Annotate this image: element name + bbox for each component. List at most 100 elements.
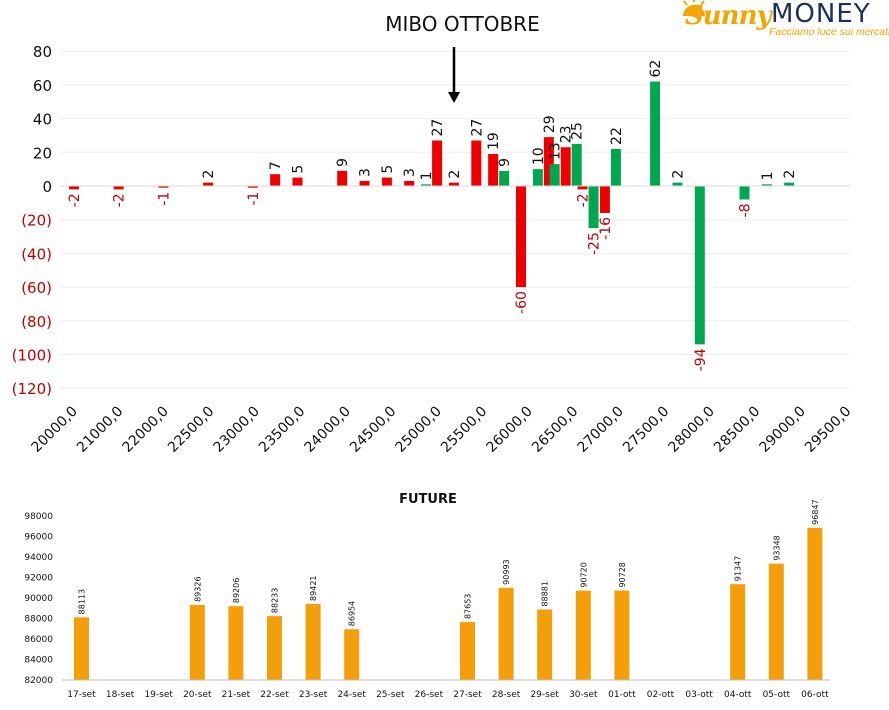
bar: [448, 182, 459, 186]
data-label: 23: [559, 125, 575, 143]
data-label: 13: [548, 142, 564, 160]
y-tick-label: 86000: [24, 635, 53, 645]
data-label: 90993: [502, 559, 511, 584]
x-tick-label: 23500,0: [256, 404, 308, 456]
data-label: 2: [670, 170, 686, 179]
y-tick-label: 80: [33, 43, 52, 61]
data-label: 88881: [541, 581, 550, 606]
x-tick-label: 24-set: [337, 690, 366, 700]
data-label: 27: [430, 119, 446, 137]
y-axis: 80 60 40 20 0 (20) (40) (60) (80) (100) (120): [12, 43, 52, 398]
bar: [189, 604, 205, 680]
y-tick-label: 40: [33, 111, 52, 129]
bar: [730, 584, 746, 680]
y-tick-label: (20): [21, 212, 52, 230]
x-tick-label: 02-ott: [647, 690, 675, 700]
bars: [69, 81, 795, 345]
bar: [694, 186, 705, 345]
data-label: 10: [531, 147, 547, 165]
bar: [516, 186, 526, 288]
bar: [69, 186, 79, 190]
data-label: 86954: [348, 601, 357, 626]
bar: [344, 629, 360, 680]
data-label: 89421: [309, 575, 318, 600]
data-labels: -2 -2 -12-17 593 5 3 127227199-601029132325-2-…: [67, 60, 798, 372]
x-tick-label: 28000,0: [666, 404, 718, 456]
x-tick-label: 27500,0: [620, 404, 672, 456]
data-label: 9: [497, 158, 513, 167]
data-label: 3: [358, 168, 374, 177]
y-tick-label: 0: [42, 178, 52, 196]
bar: [158, 186, 169, 188]
x-tick-label: 20000,0: [29, 404, 81, 456]
bar: [292, 177, 303, 186]
data-label: 96847: [811, 499, 820, 524]
data-label: 22: [609, 127, 625, 145]
bar: [267, 616, 282, 680]
bar: [807, 527, 823, 680]
bar: [610, 148, 621, 186]
bar: [672, 182, 683, 186]
x-tick-label: 23-set: [299, 690, 328, 700]
data-label: 29: [542, 115, 558, 133]
brand-tagline: Facciamo luce sui mercati: [769, 26, 889, 38]
y-tick-label: (80): [21, 313, 52, 331]
bar: [599, 186, 610, 213]
data-label: 2: [201, 170, 217, 179]
bar: [421, 184, 432, 186]
bar: [499, 170, 510, 186]
data-label: -2: [576, 193, 592, 207]
x-tick-label: 27000,0: [575, 404, 627, 456]
y-tick-label: 20: [33, 144, 52, 162]
data-label: 5: [380, 165, 396, 174]
mibo-ottobre-bar-chart: 80 60 40 20 0 (20) (40) (60) (80) (100) (120) -2 -2…: [12, 43, 855, 456]
x-tick-label: 19-set: [144, 690, 173, 700]
data-label: -60: [514, 291, 530, 314]
data-label: 3: [402, 168, 418, 177]
bar: [575, 590, 591, 680]
x-tick-label: 01-ott: [608, 690, 636, 700]
data-label: -2: [67, 193, 83, 207]
data-label: 62: [648, 60, 664, 78]
x-tick-label: 26500,0: [529, 404, 581, 456]
x-tick-label: 25000,0: [393, 404, 445, 456]
y-axis: 98000 96000 94000 92000 90000 88000 86000 84000…: [24, 512, 53, 686]
x-tick-label: 04-ott: [724, 690, 752, 700]
bar: [571, 143, 582, 186]
y-tick-label: 82000: [24, 676, 53, 686]
data-label: 5: [291, 165, 307, 174]
y-tick-label: 94000: [24, 553, 53, 563]
bar: [270, 174, 281, 186]
bar: [337, 170, 348, 186]
bar: [460, 622, 475, 680]
bar: [768, 563, 784, 680]
y-tick-label: (60): [21, 279, 52, 297]
data-label: 1: [760, 171, 776, 180]
bar: [404, 180, 415, 186]
y-tick-label: 88000: [24, 615, 53, 625]
data-label: -94: [693, 348, 709, 371]
y-tick-label: (40): [21, 245, 52, 263]
x-tick-label: 18-set: [106, 690, 135, 700]
data-label: 27: [469, 119, 485, 137]
x-tick-label: 26-set: [415, 690, 444, 700]
data-label: -1: [246, 192, 262, 206]
x-tick-label: 21-set: [222, 690, 251, 700]
x-tick-label: 23000,0: [211, 404, 263, 456]
x-tick-label: 29500,0: [802, 404, 854, 456]
data-label: 90728: [618, 562, 627, 587]
bar: [359, 180, 370, 186]
x-axis: 17-set 18-set 19-set 20-set 21-set 22-set 23-s…: [62, 679, 830, 700]
data-label: 19: [486, 132, 502, 150]
sun-icon: [683, 0, 705, 16]
y-tick-label: 96000: [24, 533, 53, 543]
bar: [113, 186, 124, 190]
x-tick-label: 27-set: [453, 690, 482, 700]
y-tick-label: 60: [33, 77, 52, 95]
gridlines: [60, 50, 850, 389]
x-tick-label: 30-set: [569, 690, 598, 700]
brand-money: MONEY: [771, 0, 871, 29]
bar: [471, 140, 482, 186]
bar: [761, 184, 772, 186]
bar: [560, 147, 571, 186]
